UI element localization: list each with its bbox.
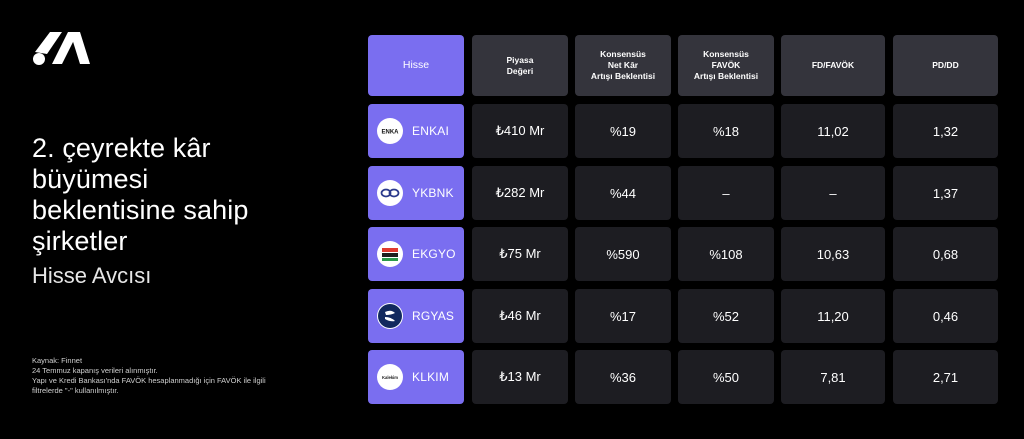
column-header-label: Hisse xyxy=(403,60,429,71)
table-cell: ₺46 Mr xyxy=(472,289,568,343)
ticker-label: EKGYO xyxy=(412,247,456,261)
column-header-line: Net Kâr xyxy=(607,60,639,70)
svg-text:Kalekim: Kalekim xyxy=(382,375,398,380)
column-header-line: Hisse xyxy=(402,59,430,71)
svg-text:ENKA: ENKA xyxy=(381,130,399,136)
table-cell: ₺410 Mr xyxy=(472,104,568,158)
ticker-cell: Kalekim KLKIM xyxy=(368,350,464,404)
table-cell: %19 xyxy=(575,104,671,158)
column-header-label: PD/DD xyxy=(932,60,958,71)
table-cell: 1,37 xyxy=(893,166,998,220)
column-header: Hisse xyxy=(368,35,464,96)
table-cell: 1,32 xyxy=(893,104,998,158)
table-cell: %590 xyxy=(575,227,671,281)
column-header-line: Artışı Beklentisi xyxy=(693,71,759,81)
ticker-cell: ENKA ENKAI xyxy=(368,104,464,158)
kalekim-logo-icon: Kalekim xyxy=(377,364,403,390)
footnotes: Kaynak: Finnet 24 Temmuz kapanış veriler… xyxy=(32,356,332,396)
ticker-label: RGYAS xyxy=(412,309,455,323)
table-cell: %52 xyxy=(678,289,774,343)
footnote-note-line-1: Yapı ve Kredi Bankası'nda FAVÖK hesaplan… xyxy=(32,376,266,385)
table-cell: 7,81 xyxy=(781,350,885,404)
yapikredi-logo-icon xyxy=(377,180,403,206)
table-cell: %50 xyxy=(678,350,774,404)
table-cell: – xyxy=(678,166,774,220)
subtitle: Hisse Avcısı xyxy=(32,263,152,288)
table-cell: %108 xyxy=(678,227,774,281)
table-cell: %17 xyxy=(575,289,671,343)
table-cell: – xyxy=(781,166,885,220)
emlak-konut-logo-icon xyxy=(377,241,403,267)
headline: 2. çeyrekte kâr büyümesi beklentisine sa… xyxy=(32,133,332,291)
stylized-m-logo-icon xyxy=(33,32,90,65)
column-header-label: Konsensüs Net Kâr Artışı Beklentisi xyxy=(591,49,655,82)
column-header-line: Değeri xyxy=(506,65,534,76)
table-cell: 10,63 xyxy=(781,227,885,281)
table-cell: 2,71 xyxy=(893,350,998,404)
column-header-line: Konsensüs xyxy=(600,49,646,59)
table-cell: %44 xyxy=(575,166,671,220)
ticker-label: KLKIM xyxy=(412,370,450,384)
table-cell: 0,68 xyxy=(893,227,998,281)
table-cell: 11,02 xyxy=(781,104,885,158)
column-header: Konsensüs FAVÖK Artışı Beklentisi xyxy=(678,35,774,96)
footnote-note-line-2: filtrelerde "-" kullanılmıştır. xyxy=(32,386,119,395)
ticker-cell: YKBNK xyxy=(368,166,464,220)
headline-line-4: şirketler xyxy=(32,226,128,256)
column-header-line: FD/FAVÖK xyxy=(811,60,855,70)
footnote-source: Kaynak: Finnet xyxy=(32,356,83,365)
ticker-cell: RGYAS xyxy=(368,289,464,343)
column-header-line: FAVÖK xyxy=(711,60,741,70)
table-cell: 11,20 xyxy=(781,289,885,343)
table-cell: 0,46 xyxy=(893,289,998,343)
headline-line-2: büyümesi xyxy=(32,164,149,194)
headline-line-3: beklentisine sahip xyxy=(32,195,249,225)
table-cell: %18 xyxy=(678,104,774,158)
column-header: PD/DD xyxy=(893,35,998,96)
column-header: Konsensüs Net Kâr Artışı Beklentisi xyxy=(575,35,671,96)
enka-logo-icon: ENKA xyxy=(377,118,403,144)
column-header-line: Piyasa xyxy=(506,54,534,65)
table-cell: %36 xyxy=(575,350,671,404)
headline-line-1: 2. çeyrekte kâr xyxy=(32,133,211,163)
column-header-label: FD/FAVÖK xyxy=(812,60,854,71)
column-header: FD/FAVÖK xyxy=(781,35,885,96)
table-cell: ₺75 Mr xyxy=(472,227,568,281)
column-header-line: PD/DD xyxy=(932,60,959,70)
ticker-cell: EKGYO xyxy=(368,227,464,281)
column-header-label: Piyasa Değeri xyxy=(507,55,534,77)
ticker-label: YKBNK xyxy=(412,186,454,200)
column-header: Piyasa Değeri xyxy=(472,35,568,96)
column-header-line: Artışı Beklentisi xyxy=(590,71,656,81)
table-cell: ₺282 Mr xyxy=(472,166,568,220)
ronesans-logo-icon xyxy=(377,303,403,329)
table-cell: ₺13 Mr xyxy=(472,350,568,404)
column-header-line: Konsensüs xyxy=(703,49,749,59)
footnote-date: 24 Temmuz kapanış verileri alınmıştır. xyxy=(32,366,158,375)
column-header-label: Konsensüs FAVÖK Artışı Beklentisi xyxy=(694,49,758,82)
ticker-label: ENKAI xyxy=(412,124,450,138)
